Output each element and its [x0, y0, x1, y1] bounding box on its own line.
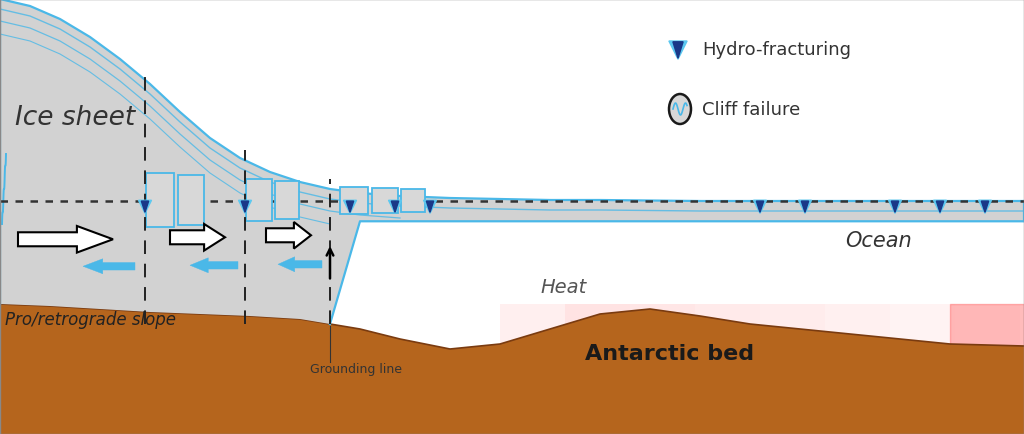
Bar	[372, 189, 398, 214]
Polygon shape	[141, 202, 148, 213]
Text: Ice sheet: Ice sheet	[15, 105, 135, 131]
Polygon shape	[138, 201, 152, 214]
Bar	[275, 182, 299, 220]
Polygon shape	[0, 0, 1024, 324]
Polygon shape	[346, 202, 353, 213]
Text: Grounding line: Grounding line	[310, 362, 402, 375]
Bar	[825, 304, 955, 434]
Polygon shape	[802, 202, 809, 213]
Polygon shape	[889, 201, 901, 214]
Text: Antarctic bed: Antarctic bed	[585, 343, 754, 363]
Polygon shape	[239, 201, 252, 214]
Polygon shape	[891, 202, 899, 213]
Polygon shape	[799, 201, 811, 214]
FancyArrow shape	[18, 227, 113, 253]
Polygon shape	[388, 201, 401, 214]
Polygon shape	[754, 201, 767, 214]
Bar	[630, 304, 760, 434]
Bar	[695, 304, 825, 434]
FancyArrow shape	[190, 258, 238, 273]
Bar	[340, 188, 368, 215]
FancyArrow shape	[170, 224, 225, 251]
Polygon shape	[981, 202, 988, 213]
Bar	[246, 180, 272, 222]
Polygon shape	[426, 202, 433, 213]
Bar	[955, 304, 1024, 434]
Bar	[890, 304, 1020, 434]
Text: Pro/retrograde slope: Pro/retrograde slope	[5, 310, 176, 328]
Polygon shape	[424, 201, 436, 214]
Polygon shape	[669, 42, 687, 60]
Polygon shape	[979, 201, 991, 214]
FancyArrow shape	[278, 257, 322, 272]
Polygon shape	[936, 202, 944, 213]
Bar	[565, 304, 695, 434]
Bar	[146, 174, 174, 228]
Bar	[760, 304, 890, 434]
Bar	[500, 304, 630, 434]
Text: Heat: Heat	[540, 277, 587, 296]
Polygon shape	[673, 43, 683, 59]
Text: Ocean: Ocean	[845, 231, 911, 251]
FancyArrow shape	[266, 223, 311, 249]
Polygon shape	[0, 304, 1024, 434]
Polygon shape	[391, 202, 398, 213]
FancyArrow shape	[83, 259, 135, 274]
Bar	[401, 190, 425, 213]
Text: Cliff failure: Cliff failure	[702, 101, 800, 119]
Ellipse shape	[669, 95, 691, 125]
Polygon shape	[934, 201, 946, 214]
Polygon shape	[242, 202, 249, 213]
Bar	[178, 176, 204, 226]
Polygon shape	[343, 201, 356, 214]
Polygon shape	[757, 202, 764, 213]
Text: Hydro-fracturing: Hydro-fracturing	[702, 41, 851, 59]
